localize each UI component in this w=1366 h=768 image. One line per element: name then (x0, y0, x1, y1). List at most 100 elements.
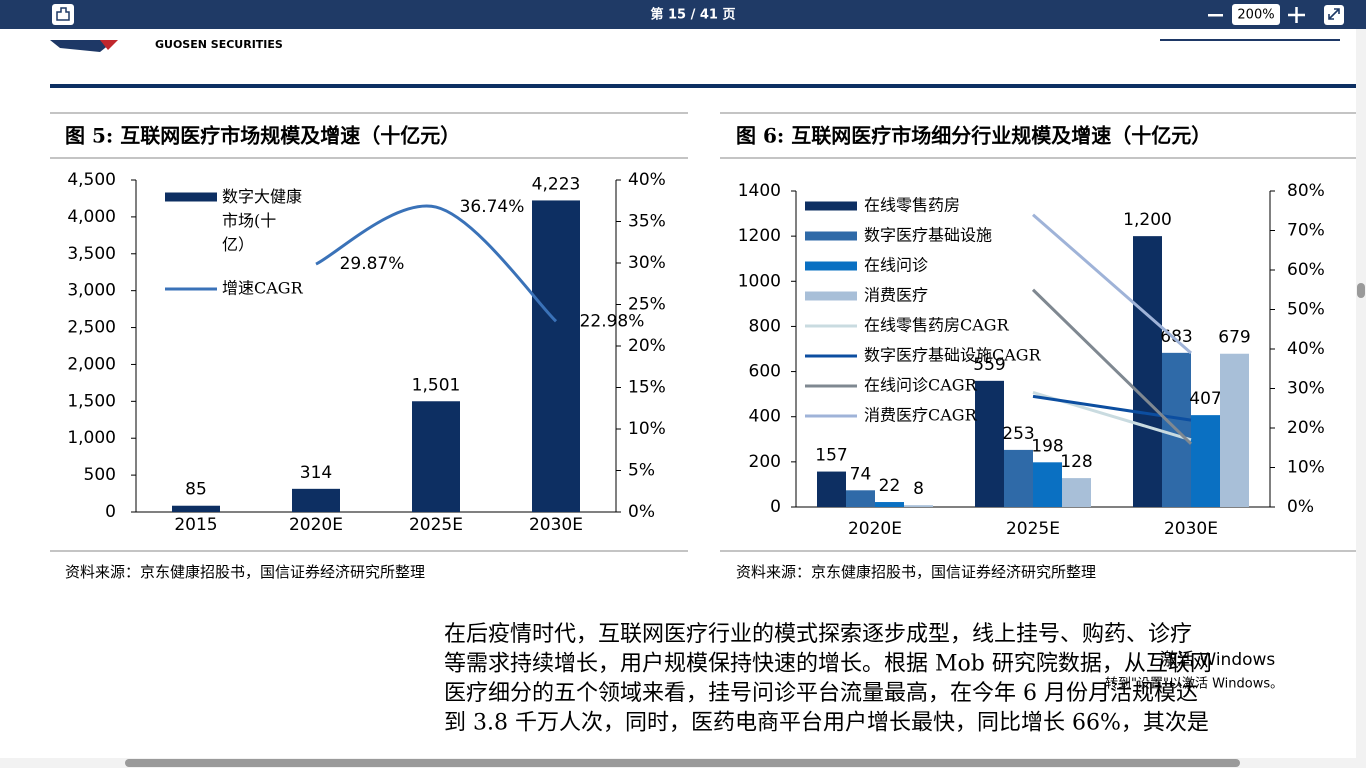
line-series (1032, 391, 1192, 442)
y2-tick-label: 0% (628, 502, 655, 522)
y-tick-label: 1000 (738, 271, 781, 291)
zoom-level: 200% (1237, 8, 1274, 23)
legend-swatch (165, 192, 217, 202)
y2-tick-label: 80% (1287, 181, 1325, 201)
paragraph-line: 到 3.8 千万人次，同时，医药电商平台用户增长最快，同比增长 66%，其次是 (444, 711, 1209, 736)
y2-tick-label: 15% (628, 378, 666, 398)
print-button[interactable] (52, 4, 74, 25)
y-tick-label: 3,000 (67, 281, 116, 301)
bar (412, 401, 460, 512)
line-series (315, 204, 558, 323)
logo (50, 40, 115, 52)
data-label: 74 (850, 464, 872, 484)
y2-tick-label: 5% (628, 461, 655, 481)
y-tick-label: 500 (84, 465, 116, 485)
header-divider (50, 84, 1356, 88)
x-tick-label: 2030E (1164, 519, 1218, 539)
y-tick-label: 4,500 (67, 170, 116, 190)
data-label: 157 (815, 446, 847, 466)
scroll-thumb[interactable] (1357, 283, 1365, 298)
body-text: 在后疫情时代，互联网医疗行业的模式探索逐步成型，线上挂号、购药、诊疗等需求持续增… (444, 622, 1212, 736)
y2-tick-label: 20% (1287, 418, 1325, 438)
x-tick-label: 2025E (1006, 519, 1060, 539)
vertical-scrollbar[interactable] (1356, 29, 1366, 768)
legend-label: 在线问诊CAGR (864, 376, 978, 395)
line-series (1031, 288, 1193, 445)
company-name: GUOSEN SECURITIES (155, 38, 283, 51)
zoom-out-button[interactable] (1208, 14, 1223, 17)
y-tick-label: 400 (749, 407, 781, 427)
data-label: 253 (1002, 424, 1034, 444)
y-tick-label: 0 (105, 502, 116, 522)
y-tick-label: 2,000 (67, 354, 116, 374)
y2-tick-label: 40% (628, 170, 666, 190)
data-label: 1,501 (412, 375, 461, 395)
y-tick-label: 600 (749, 362, 781, 382)
zoom-box[interactable] (1232, 4, 1280, 25)
y-tick-label: 3,500 (67, 244, 116, 264)
legend-label: 在线零售药房 (864, 196, 960, 215)
y-tick-label: 1,500 (67, 391, 116, 411)
paragraph-line: 在后疫情时代，互联网医疗行业的模式探索逐步成型，线上挂号、购药、诊疗 (444, 622, 1192, 647)
data-label: 128 (1060, 452, 1092, 472)
y-tick-label: 1400 (738, 181, 781, 201)
print-icon (56, 7, 70, 21)
data-label: 559 (973, 355, 1005, 375)
legend-swatch (805, 231, 857, 241)
logo-accent (100, 40, 118, 50)
y-tick-label: 2,500 (67, 318, 116, 338)
bar (817, 471, 846, 507)
bar (975, 380, 1004, 507)
page-indicator: 第 15 / 41 页 (650, 7, 735, 23)
bar (292, 488, 340, 512)
x-tick-label: 2015 (174, 515, 217, 535)
data-label: 198 (1031, 436, 1063, 456)
y2-tick-label: 50% (1287, 300, 1325, 320)
legend-swatch (805, 201, 857, 211)
legend-swatch (805, 291, 857, 301)
bar (1004, 449, 1033, 507)
bar (172, 505, 220, 512)
y-tick-label: 200 (749, 452, 781, 472)
y2-tick-label: 20% (628, 336, 666, 356)
y2-tick-label: 0% (1287, 497, 1314, 517)
chart-title: 图 5: 互联网医疗市场规模及增速（十亿元） (65, 124, 460, 148)
scroll-thumb[interactable] (125, 759, 1240, 767)
bar (532, 200, 580, 512)
bar (1133, 236, 1162, 507)
x-tick-label: 2030E (529, 515, 583, 535)
y-tick-label: 1,000 (67, 428, 116, 448)
y2-tick-label: 25% (628, 295, 666, 315)
y2-tick-label: 40% (1287, 339, 1325, 359)
y2-tick-label: 35% (628, 212, 666, 232)
y-tick-label: 1200 (738, 226, 781, 246)
legend-label: 消费医疗 (864, 286, 928, 305)
legend-label: 在线问诊 (864, 256, 928, 275)
data-label: 85 (185, 480, 207, 500)
data-label: 679 (1218, 328, 1250, 348)
y-tick-label: 800 (749, 316, 781, 336)
legend-label: 数字医疗基础设施 (864, 226, 992, 245)
data-label: 8 (913, 479, 924, 499)
source-note: 资料来源：京东健康招股书，国信证券经济研究所整理 (736, 563, 1096, 581)
bar (1191, 415, 1220, 507)
y2-tick-label: 10% (628, 419, 666, 439)
zoom-in-button[interactable] (1288, 7, 1305, 23)
y-tick-label: 4,000 (67, 207, 116, 227)
watermark: 激活 Windows (1160, 650, 1275, 670)
bar (1062, 478, 1091, 507)
toolbar (0, 0, 1366, 29)
data-label: 29.87% (340, 254, 405, 274)
legend-swatch (805, 261, 857, 271)
bar (1033, 462, 1062, 507)
data-label: 22.98% (580, 311, 645, 331)
legend-label: 数字医疗基础设施CAGR (864, 346, 1042, 365)
bar (1220, 353, 1249, 507)
legend-label: 消费医疗CAGR (864, 406, 978, 425)
x-tick-label: 2020E (848, 519, 902, 539)
watermark: 转到"设置"以激活 Windows。 (1105, 677, 1283, 692)
paragraph-line: 等需求持续增长，用户规模保持快速的增长。根据 Mob 研究院数据，从互联网 (444, 652, 1212, 677)
y2-tick-label: 60% (1287, 260, 1325, 280)
data-label: 4,223 (532, 174, 581, 194)
